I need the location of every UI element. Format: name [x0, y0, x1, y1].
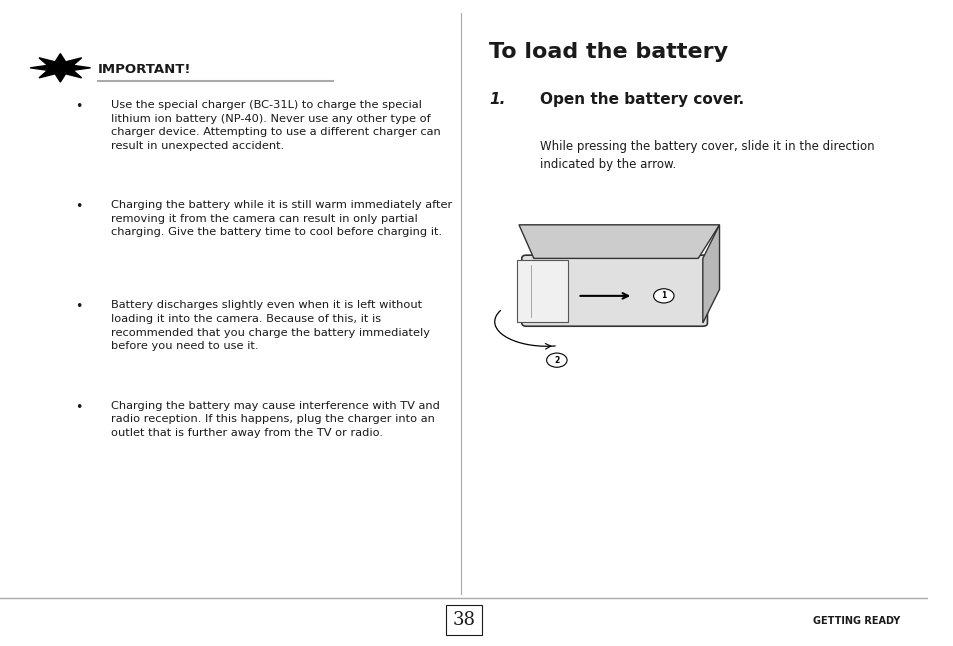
- Text: Use the special charger (BC-31L) to charge the special
lithium ion battery (NP-4: Use the special charger (BC-31L) to char…: [112, 100, 440, 151]
- Text: •: •: [75, 100, 83, 113]
- Text: While pressing the battery cover, slide it in the direction
indicated by the arr: While pressing the battery cover, slide …: [539, 140, 874, 171]
- Text: 1.: 1.: [489, 92, 505, 107]
- Text: Charging the battery while it is still warm immediately after
removing it from t: Charging the battery while it is still w…: [112, 200, 452, 238]
- Text: 1: 1: [660, 291, 666, 300]
- Text: •: •: [75, 300, 83, 313]
- Polygon shape: [30, 54, 91, 82]
- Text: •: •: [75, 200, 83, 213]
- Text: IMPORTANT!: IMPORTANT!: [97, 63, 191, 76]
- Text: Open the battery cover.: Open the battery cover.: [539, 92, 743, 107]
- Polygon shape: [702, 225, 719, 323]
- Text: 2: 2: [554, 356, 558, 364]
- Text: Charging the battery may cause interference with TV and
radio reception. If this: Charging the battery may cause interfere…: [112, 401, 440, 438]
- Text: Battery discharges slightly even when it is left without
loading it into the cam: Battery discharges slightly even when it…: [112, 300, 430, 351]
- FancyBboxPatch shape: [521, 255, 707, 326]
- Text: GETTING READY: GETTING READY: [813, 616, 900, 627]
- Text: To load the battery: To load the battery: [489, 42, 728, 62]
- Circle shape: [546, 353, 566, 368]
- Text: •: •: [75, 401, 83, 413]
- Polygon shape: [518, 225, 719, 258]
- Text: 38: 38: [453, 611, 476, 629]
- Circle shape: [653, 289, 674, 303]
- Bar: [517, 260, 568, 322]
